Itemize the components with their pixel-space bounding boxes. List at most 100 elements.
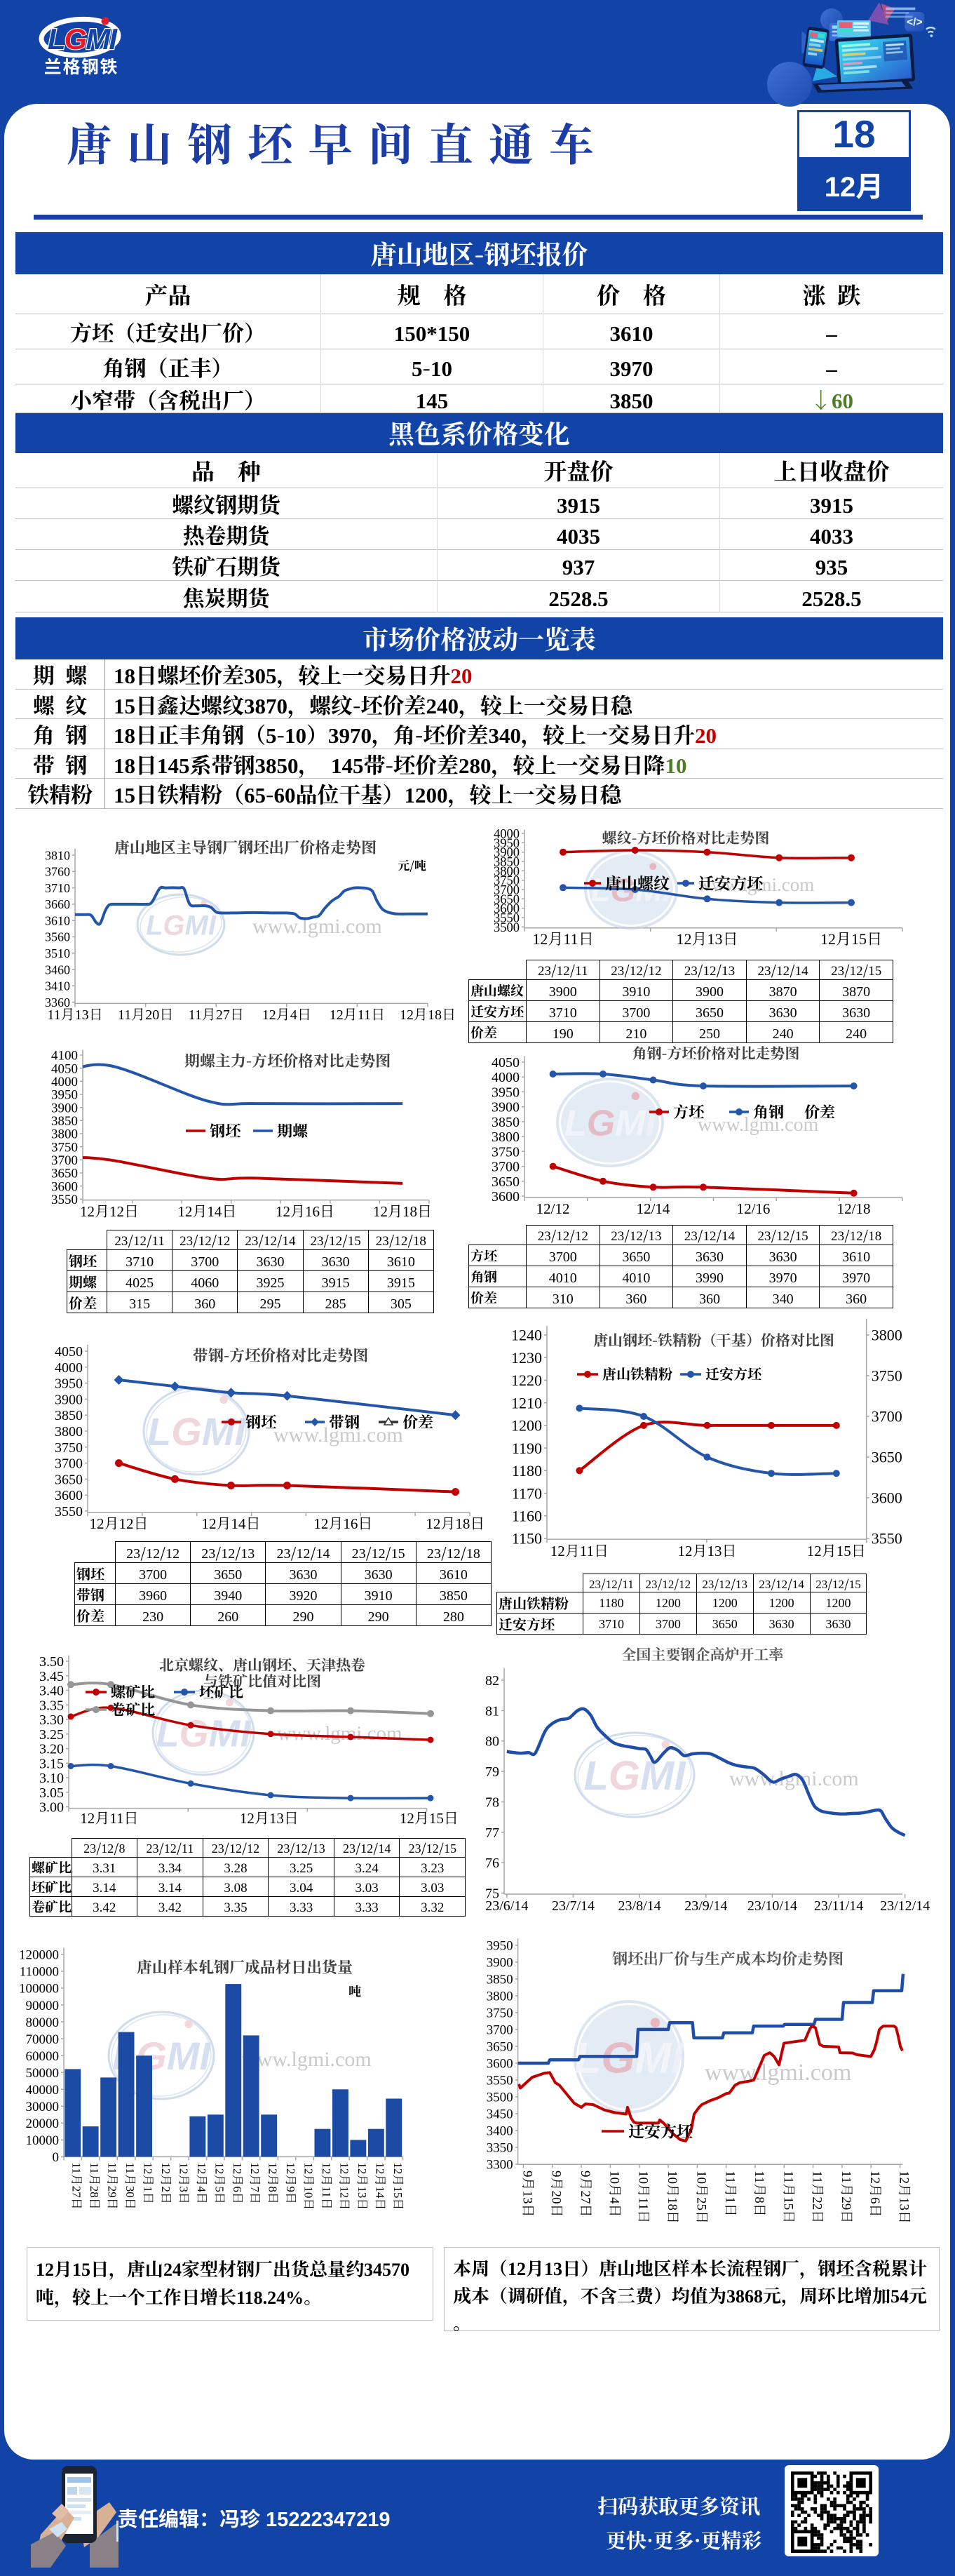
- svg-text:4050: 4050: [492, 1051, 520, 1071]
- svg-text:1230: 1230: [511, 1346, 542, 1368]
- svg-text:3950: 3950: [492, 1080, 520, 1101]
- svg-text:12月11日: 12月11日: [330, 1003, 385, 1024]
- svg-text:3660: 3660: [45, 894, 70, 913]
- svg-text:3900: 3900: [494, 843, 520, 861]
- svg-text:1210: 1210: [511, 1391, 542, 1413]
- svg-text:12月4日: 12月4日: [194, 2162, 212, 2204]
- svg-text:3.25: 3.25: [39, 1723, 64, 1743]
- svg-text:3850: 3850: [51, 1111, 78, 1129]
- svg-text:12/14: 12/14: [637, 1198, 670, 1219]
- svg-text:11月29日: 11月29日: [105, 2162, 123, 2209]
- svg-text:3.45: 3.45: [39, 1665, 64, 1685]
- svg-text:100000: 100000: [19, 1978, 59, 1997]
- svg-text:价差: 价差: [804, 1101, 835, 1122]
- svg-text:LGMI: LGMI: [156, 1712, 251, 1755]
- svg-text:12月11日: 12月11日: [550, 1540, 609, 1561]
- svg-text:11月30日: 11月30日: [123, 2162, 140, 2209]
- svg-text:12月13日: 12月13日: [676, 927, 738, 949]
- svg-text:3.30: 3.30: [39, 1708, 64, 1729]
- svg-text:3800: 3800: [51, 1124, 78, 1143]
- svg-text:3710: 3710: [45, 878, 70, 897]
- svg-text:23/7/14: 23/7/14: [552, 1894, 595, 1914]
- svg-text:4000: 4000: [55, 1356, 83, 1376]
- svg-text:12月14日: 12月14日: [202, 1512, 261, 1534]
- svg-text:角钢: 角钢: [753, 1101, 784, 1122]
- svg-text:23/11/14: 23/11/14: [814, 1894, 863, 1914]
- svg-text:1220: 1220: [511, 1369, 542, 1390]
- svg-text:12月13日: 12月13日: [240, 1807, 299, 1828]
- svg-text:12月10日: 12月10日: [302, 2162, 319, 2210]
- svg-text:www.lgmi.com: www.lgmi.com: [277, 1722, 402, 1745]
- svg-text:3300: 3300: [487, 2154, 513, 2173]
- svg-text:LGMI: LGMI: [48, 22, 118, 55]
- svg-text:12月15日: 12月15日: [807, 1540, 866, 1561]
- svg-text:3700: 3700: [494, 880, 520, 899]
- svg-text:3550: 3550: [51, 1189, 78, 1208]
- svg-text:1160: 1160: [512, 1505, 542, 1527]
- svg-text:12月1日: 12月1日: [141, 2162, 158, 2204]
- svg-text:1180: 1180: [512, 1459, 542, 1481]
- svg-text:3750: 3750: [51, 1136, 78, 1155]
- svg-text:10月11日: 10月11日: [635, 2171, 654, 2223]
- svg-text:3700: 3700: [55, 1452, 83, 1473]
- svg-text:3.00: 3.00: [39, 1796, 64, 1816]
- svg-text:11月20日: 11月20日: [118, 1003, 173, 1024]
- svg-text:钢坯出厂价与生产成本均价走势图: 钢坯出厂价与生产成本均价走势图: [612, 1947, 844, 1969]
- svg-text:12月12日: 12月12日: [90, 1512, 149, 1534]
- svg-text:81: 81: [485, 1699, 499, 1719]
- svg-text:3750: 3750: [487, 2003, 513, 2022]
- svg-text:3550: 3550: [494, 908, 520, 926]
- svg-text:12月8日: 12月8日: [266, 2162, 283, 2204]
- svg-text:方坯: 方坯: [673, 1101, 704, 1122]
- svg-text:3700: 3700: [492, 1155, 520, 1176]
- svg-text:20000: 20000: [26, 2113, 60, 2132]
- svg-text:螺矿比: 螺矿比: [111, 1682, 155, 1703]
- svg-text:70000: 70000: [26, 2029, 60, 2048]
- svg-text:价差: 价差: [402, 1411, 433, 1433]
- svg-text:120000: 120000: [19, 1945, 59, 1964]
- svg-text:3.10: 3.10: [39, 1766, 64, 1787]
- svg-text:9月13日: 9月13日: [519, 2171, 538, 2218]
- svg-text:3950: 3950: [494, 833, 520, 852]
- svg-text:40000: 40000: [26, 2079, 60, 2098]
- svg-text:60000: 60000: [26, 2046, 60, 2065]
- svg-text:3500: 3500: [487, 2087, 513, 2106]
- svg-text:110000: 110000: [20, 1961, 59, 1980]
- svg-text:3900: 3900: [492, 1096, 520, 1116]
- svg-text:10000: 10000: [26, 2130, 60, 2149]
- svg-text:12/12: 12/12: [536, 1198, 570, 1219]
- svg-text:3.35: 3.35: [39, 1693, 64, 1714]
- svg-text:LGMI: LGMI: [575, 2034, 685, 2082]
- svg-text:10月4日: 10月4日: [606, 2171, 625, 2218]
- svg-text:12月4日: 12月4日: [262, 1003, 311, 1024]
- svg-text:3650: 3650: [487, 2037, 513, 2055]
- svg-text:螺纹-方坯价格对比走势图: 螺纹-方坯价格对比走势图: [602, 827, 770, 848]
- svg-text:12月7日: 12月7日: [248, 2162, 265, 2204]
- svg-text:LGMI: LGMI: [564, 1103, 657, 1144]
- svg-text:12月6日: 12月6日: [867, 2171, 886, 2218]
- svg-text:3550: 3550: [487, 2070, 513, 2089]
- svg-text:www.lgmi.com: www.lgmi.com: [252, 915, 382, 938]
- svg-text:12月11日: 12月11日: [319, 2162, 337, 2209]
- svg-text:兰格钢铁: 兰格钢铁: [44, 53, 118, 79]
- svg-text:90000: 90000: [26, 1995, 60, 2014]
- svg-text:11月15日: 11月15日: [780, 2171, 799, 2223]
- svg-text:唐山钢坯-铁精粉（干基）价格对比图: 唐山钢坯-铁精粉（干基）价格对比图: [593, 1329, 834, 1350]
- svg-text:1240: 1240: [511, 1324, 542, 1346]
- svg-text:3700: 3700: [51, 1150, 78, 1169]
- svg-text:3700: 3700: [487, 2020, 513, 2039]
- svg-text:4050: 4050: [51, 1058, 78, 1077]
- svg-text:</>: </>: [907, 16, 923, 28]
- svg-text:3560: 3560: [45, 927, 70, 946]
- svg-text:12月18日: 12月18日: [373, 1200, 432, 1221]
- svg-text:www.lgmi.com: www.lgmi.com: [273, 1423, 403, 1447]
- svg-text:3800: 3800: [872, 1324, 902, 1346]
- svg-text:迁安方坯: 迁安方坯: [628, 2119, 693, 2142]
- svg-text:12月15日: 12月15日: [400, 1807, 459, 1828]
- svg-text:3950: 3950: [51, 1085, 78, 1103]
- svg-text:4050: 4050: [55, 1340, 83, 1360]
- svg-text:3800: 3800: [494, 861, 520, 880]
- svg-text:3600: 3600: [51, 1176, 78, 1195]
- svg-text:3850: 3850: [487, 1969, 513, 1988]
- svg-text:1200: 1200: [511, 1414, 542, 1436]
